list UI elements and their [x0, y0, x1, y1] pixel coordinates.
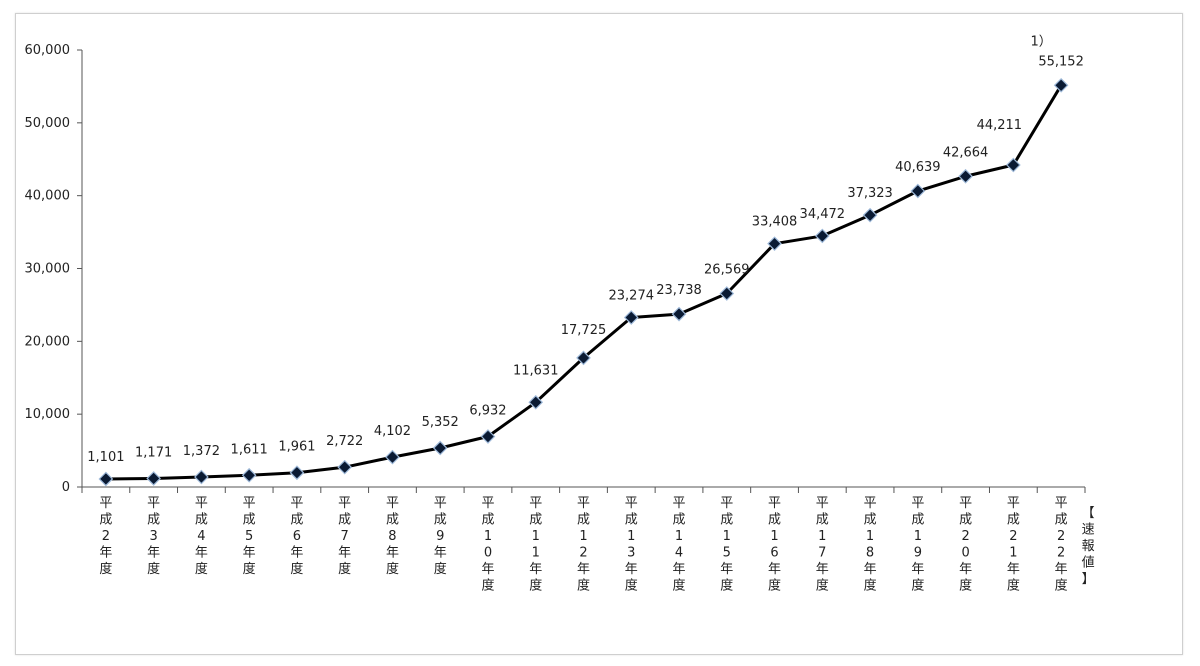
data-point: [241, 467, 257, 483]
data-label: 1,101: [87, 450, 124, 465]
data-label: 1,611: [231, 442, 268, 457]
x-category-label: 平成 2 2 年度: [1055, 496, 1068, 594]
x-category-label: 平成 2 1 年度: [1007, 496, 1020, 594]
x-category-label: 平成 1 7 年度: [816, 496, 829, 594]
data-label: 17,725: [561, 323, 607, 338]
data-point: [146, 471, 161, 486]
x-category-label: 平成 5 年度: [243, 496, 256, 577]
y-tick-label: 10,000: [25, 407, 71, 422]
x-category-label: 平成 3 年度: [147, 496, 160, 577]
data-label: 42,664: [943, 145, 989, 160]
data-label: 11,631: [513, 363, 559, 378]
data-point: [671, 306, 687, 322]
data-point: [767, 236, 782, 252]
data-point: [910, 183, 926, 199]
series-line: [105, 84, 1063, 481]
data-label: 1,372: [183, 444, 220, 459]
data-point: [480, 429, 496, 444]
chart-frame: [15, 13, 1183, 655]
data-point: [1006, 157, 1021, 173]
data-label: 1,171: [135, 445, 172, 460]
data-point: [814, 228, 830, 244]
data-point: [958, 168, 973, 184]
y-tick-label: 50,000: [25, 116, 71, 131]
data-label: 23,738: [656, 283, 702, 298]
data-point: [98, 471, 114, 487]
y-tick-label: 60,000: [25, 43, 71, 58]
data-point: [1053, 77, 1069, 93]
x-category-label: 平成 1 8 年度: [864, 496, 877, 594]
x-category-label: 平成 2 年度: [99, 496, 112, 577]
y-tick-label: 20,000: [25, 334, 71, 349]
data-label: 33,408: [752, 215, 798, 230]
x-category-label: 平成 8 年度: [386, 496, 399, 577]
x-category-label: 平成 1 2 年度: [577, 496, 590, 594]
data-label: 23,274: [609, 288, 655, 303]
footnote-marker: 1）: [1030, 34, 1051, 49]
data-label: 4,102: [374, 424, 411, 439]
data-label: 55,152: [1038, 54, 1084, 69]
x-category-note: 【速報値】: [1082, 506, 1095, 587]
data-label: 2,722: [326, 434, 363, 449]
data-point: [623, 310, 639, 325]
data-point: [528, 394, 544, 410]
data-label: 44,211: [977, 118, 1023, 133]
x-category-label: 平成 1 4 年度: [673, 496, 686, 594]
data-point: [719, 286, 735, 301]
data-point: [289, 465, 305, 481]
x-category-label: 平成 1 0 年度: [481, 496, 494, 594]
y-tick-label: 0: [62, 480, 70, 495]
data-label: 34,472: [800, 207, 846, 222]
x-category-label: 平成 4 年度: [195, 496, 208, 577]
data-label: 40,639: [895, 160, 941, 175]
x-category-label: 平成 2 0 年度: [959, 496, 972, 594]
x-category-label: 平成 6 年度: [290, 496, 303, 577]
data-label: 1,961: [278, 440, 315, 455]
x-category-label: 平成 7 年度: [338, 496, 351, 577]
y-tick-label: 40,000: [25, 189, 71, 204]
x-category-label: 平成 1 1 年度: [529, 496, 542, 594]
x-category-label: 平成 1 6 年度: [768, 496, 781, 594]
data-point: [194, 469, 209, 485]
data-label: 37,323: [847, 186, 893, 201]
data-point: [385, 449, 400, 465]
data-label: 5,352: [422, 415, 459, 430]
data-label: 26,569: [704, 262, 750, 277]
data-point: [576, 350, 591, 366]
y-tick-label: 30,000: [25, 262, 71, 277]
x-category-label: 平成 9 年度: [434, 496, 447, 577]
x-category-label: 平成 1 9 年度: [911, 496, 924, 594]
data-point: [862, 207, 878, 223]
x-category-label: 平成 1 3 年度: [625, 496, 638, 594]
data-label: 6,932: [469, 404, 506, 419]
data-point: [337, 459, 353, 475]
data-point: [432, 440, 448, 456]
x-category-label: 平成 1 5 年度: [720, 496, 733, 594]
